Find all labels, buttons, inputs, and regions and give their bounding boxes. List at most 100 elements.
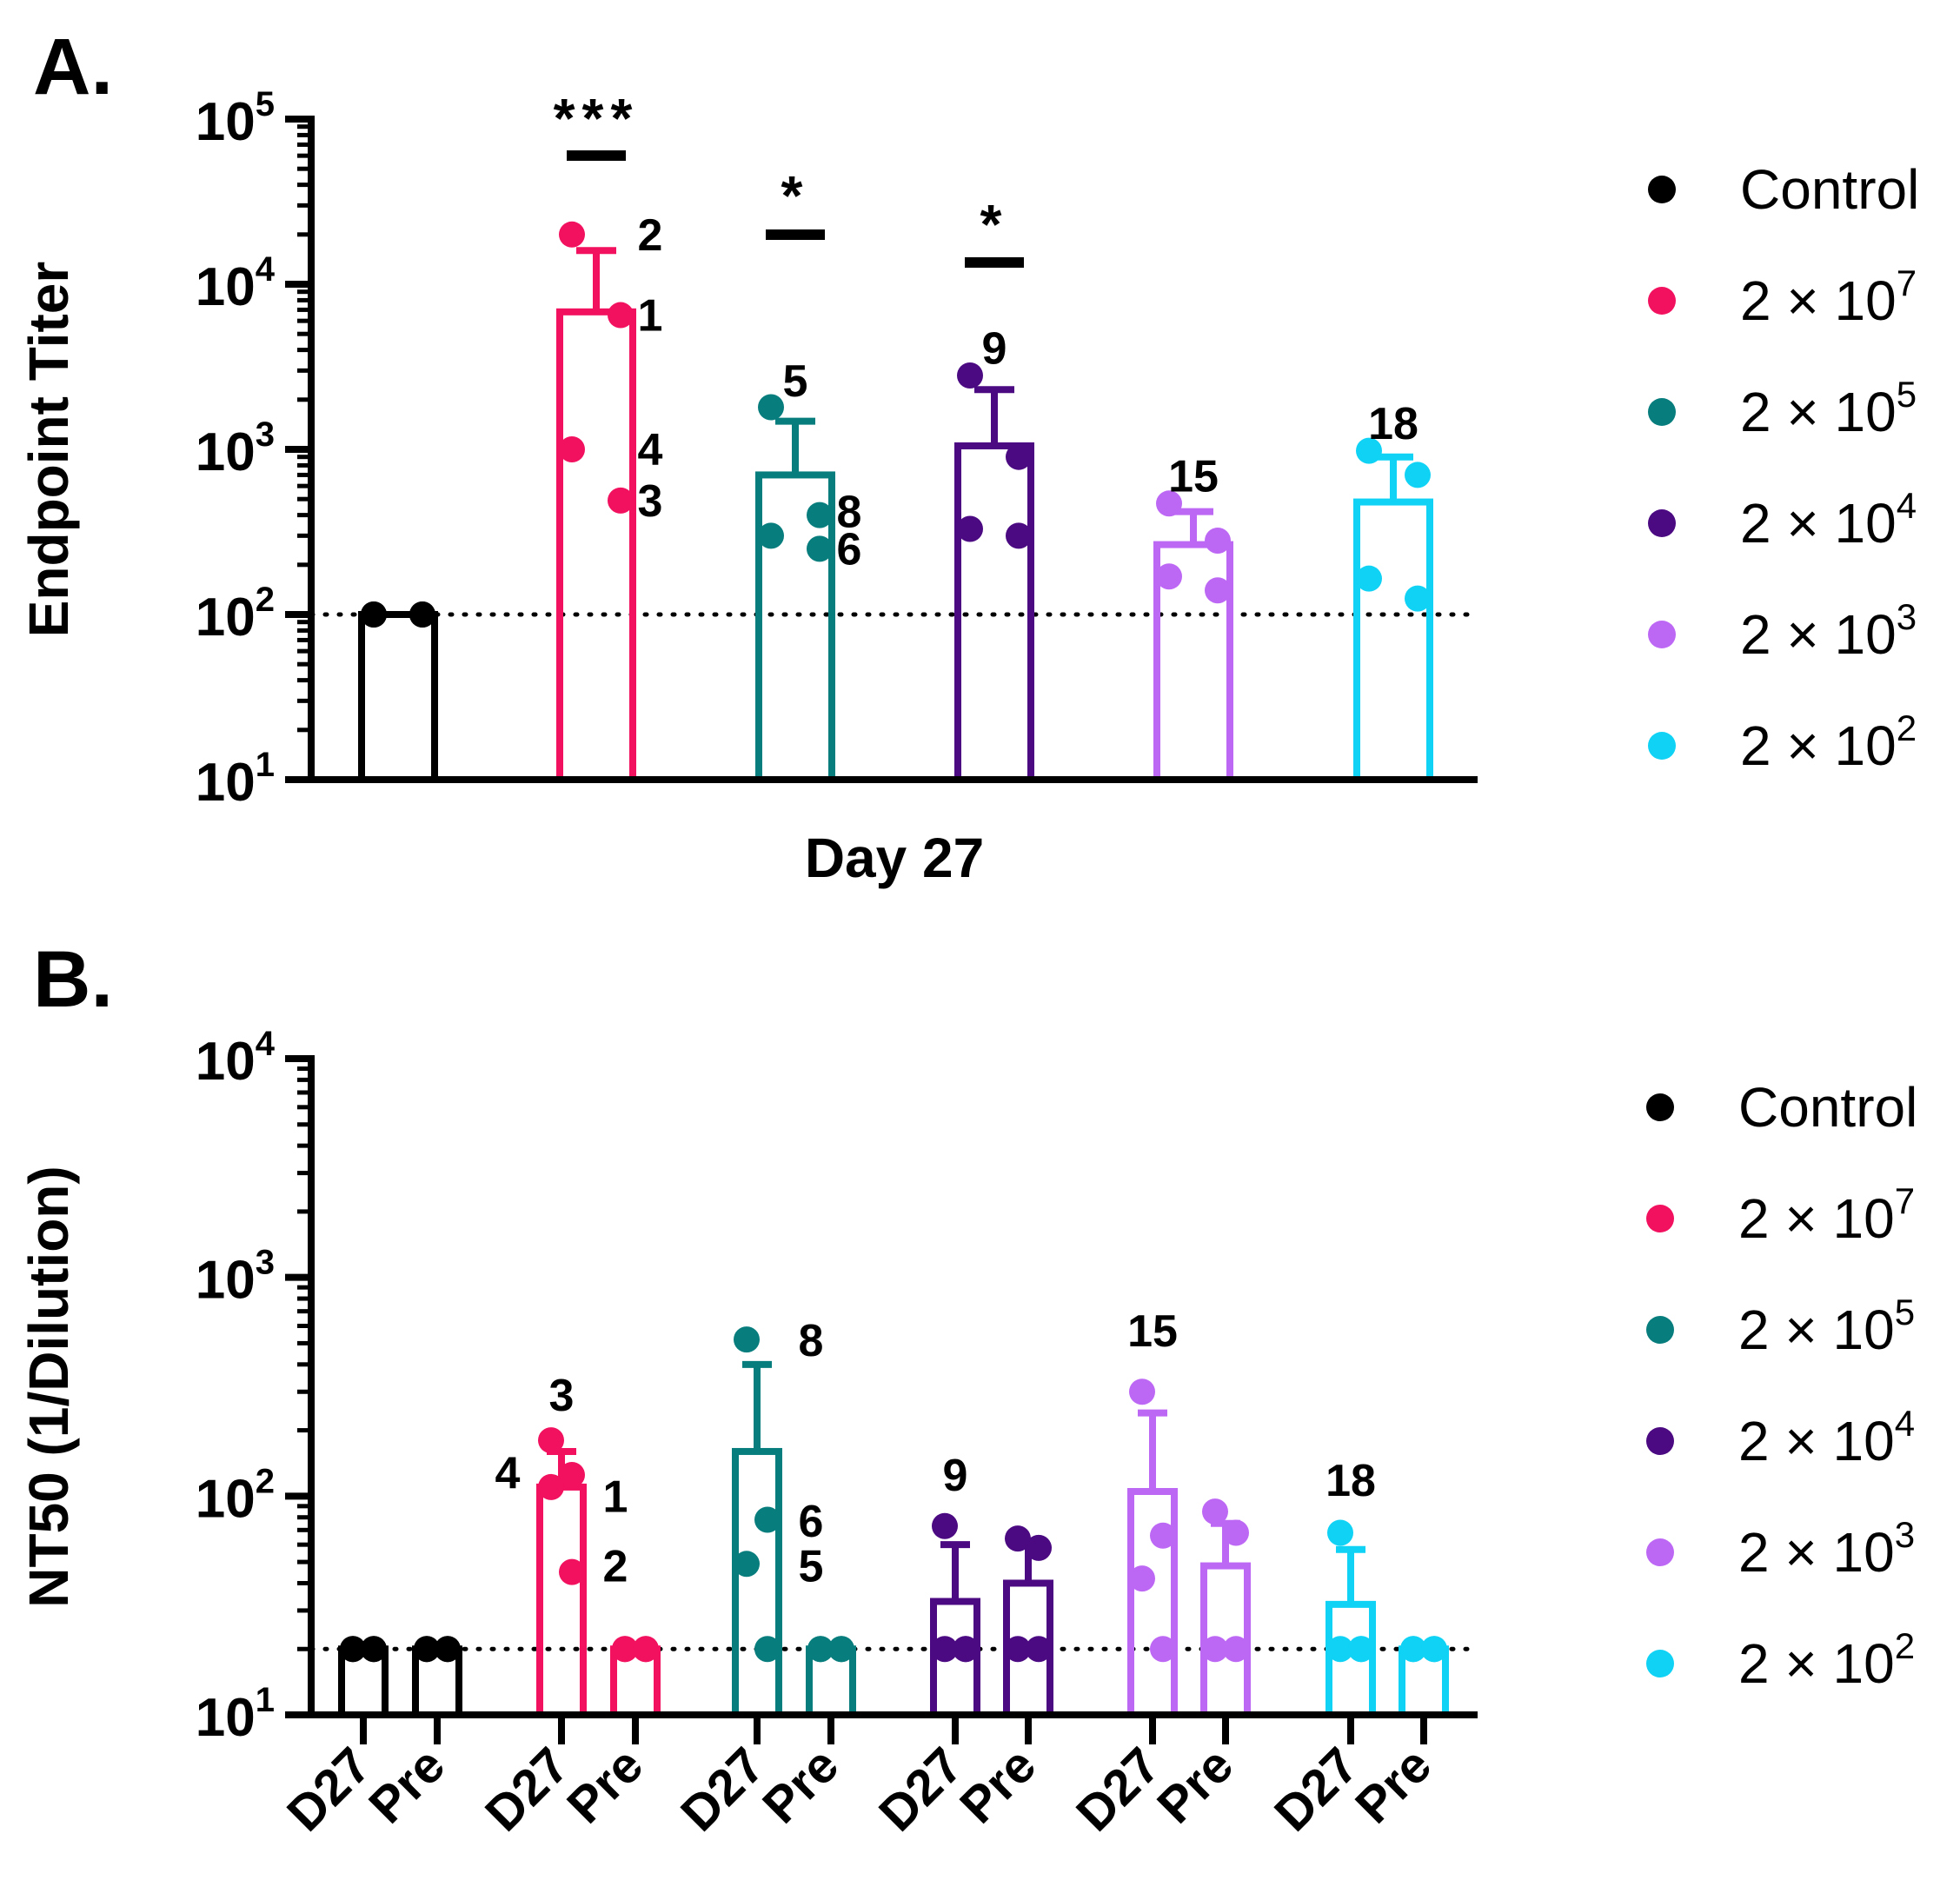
legend-label: 2 × 107 [1740, 262, 1917, 332]
data-point [828, 1636, 854, 1663]
legend-marker [1646, 1538, 1674, 1566]
legend-label-text: 2 × 10 [1738, 1632, 1895, 1695]
legend-label-exponent: 2 [1895, 1625, 1915, 1666]
legend-label-text: 2 × 10 [1740, 714, 1897, 777]
data-point [1202, 1636, 1228, 1663]
x-tick-label: Pre [556, 1737, 654, 1834]
legend-marker [1646, 1427, 1674, 1455]
data-point [734, 1326, 760, 1353]
legend-label: Control [1738, 1076, 1917, 1139]
legend-label-exponent: 3 [1895, 1514, 1915, 1555]
data-point [1205, 528, 1231, 555]
y-tick-label: 102 [196, 581, 275, 648]
legend-marker [1648, 398, 1676, 426]
x-axis-label: Day 27 [805, 827, 984, 889]
legend-label: 2 × 105 [1740, 374, 1917, 443]
data-point [414, 1636, 440, 1663]
legend-label-text: 2 × 10 [1738, 1410, 1895, 1472]
data-point [1421, 1636, 1447, 1663]
data-point [1356, 437, 1382, 464]
point-annotation: 4 [495, 1448, 521, 1498]
point-annotation: 8 [799, 1316, 824, 1366]
data-point [559, 1558, 585, 1585]
data-point [1005, 1636, 1031, 1663]
y-tick-base: 10 [196, 422, 256, 482]
data-point [1223, 1519, 1249, 1546]
data-point [1026, 1534, 1052, 1561]
legend-label: 2 × 103 [1738, 1514, 1915, 1584]
data-point [957, 515, 983, 542]
y-tick-exponent: 1 [256, 746, 275, 784]
data-point [538, 1473, 564, 1500]
data-point [1348, 1636, 1374, 1663]
y-tick-base: 10 [196, 92, 256, 152]
legend-label-exponent: 5 [1895, 1292, 1915, 1332]
data-point [957, 362, 983, 389]
data-point [1356, 565, 1382, 592]
data-point [1405, 462, 1431, 488]
y-tick-label: 104 [196, 1025, 276, 1092]
y-tick-base: 10 [196, 1688, 256, 1748]
legend-label: 2 × 104 [1740, 485, 1917, 555]
point-annotation: 9 [943, 1451, 968, 1501]
data-point [340, 1636, 366, 1663]
legend-marker [1648, 732, 1676, 760]
legend-label: 2 × 104 [1738, 1403, 1915, 1472]
data-point [1026, 1636, 1052, 1663]
significance-label: * [980, 193, 1009, 256]
data-point [758, 394, 784, 421]
bar [358, 611, 438, 783]
legend-label-exponent: 2 [1897, 708, 1917, 748]
legend-marker [1648, 176, 1676, 203]
panel-b-label: B. [33, 935, 113, 1024]
data-point [633, 1636, 659, 1663]
data-point [754, 1506, 781, 1533]
point-annotation: 1 [603, 1472, 628, 1522]
legend-label-text: Control [1740, 158, 1919, 221]
y-tick-base: 10 [196, 1469, 256, 1529]
y-tick-label: 103 [196, 1244, 275, 1311]
legend-label: 2 × 105 [1738, 1292, 1915, 1361]
y-tick-label: 103 [196, 415, 275, 482]
legend-label-exponent: 3 [1897, 596, 1917, 637]
data-point [754, 1636, 781, 1663]
legend-label-exponent: 4 [1895, 1403, 1915, 1444]
bar [732, 1447, 782, 1718]
data-point [734, 1551, 760, 1578]
y-tick-base: 10 [196, 1032, 256, 1092]
y-tick-exponent: 3 [256, 1244, 275, 1282]
y-tick-base: 10 [196, 257, 256, 317]
significance-label: * [781, 164, 810, 227]
data-point [1129, 1378, 1155, 1405]
data-point [1150, 1522, 1176, 1549]
data-point [361, 601, 387, 628]
legend-marker [1646, 1316, 1674, 1344]
legend-marker [1646, 1205, 1674, 1232]
data-point [1156, 563, 1182, 590]
data-point [1005, 1525, 1031, 1552]
data-point [807, 535, 833, 562]
panel-a-label: A. [33, 23, 113, 111]
data-point [1223, 1636, 1249, 1663]
y-tick-base: 10 [196, 1251, 256, 1311]
point-annotation: 18 [1325, 1456, 1376, 1506]
panel-a-chart: **** *214358691518101102103104105Endpoint… [17, 85, 1480, 889]
point-annotation: 4 [638, 425, 663, 475]
data-point [1006, 522, 1032, 549]
legend-marker [1648, 621, 1676, 648]
significance-label: *** [554, 87, 640, 149]
legend-label: Control [1740, 158, 1919, 221]
y-tick-label: 102 [196, 1462, 275, 1529]
x-tick-label: Pre [949, 1737, 1046, 1834]
point-annotation: 15 [1127, 1306, 1178, 1357]
data-point [608, 302, 634, 329]
legend-label-text: 2 × 10 [1738, 1187, 1895, 1250]
y-axis-label: NT50 (1/Dilution) [17, 1166, 80, 1607]
point-annotation: 5 [799, 1542, 824, 1592]
data-point [953, 1636, 979, 1663]
data-point [1400, 1636, 1426, 1663]
legend-label-exponent: 4 [1897, 485, 1917, 526]
x-tick-label: Pre [358, 1737, 455, 1834]
